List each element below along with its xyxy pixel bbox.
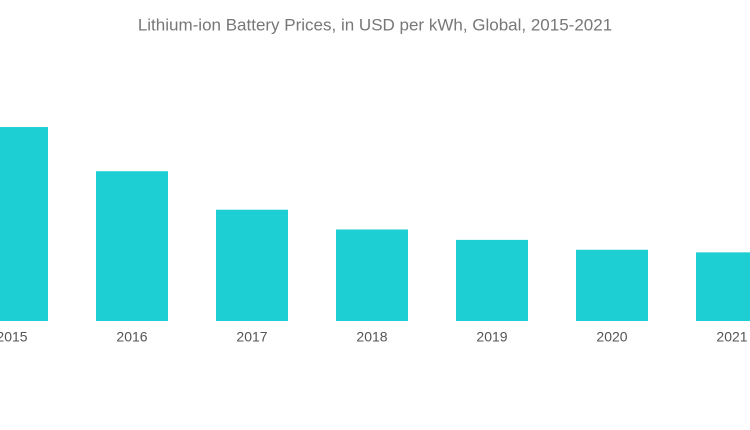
bar (96, 171, 168, 321)
bar (456, 239, 528, 321)
bar (336, 229, 408, 321)
x-tick-label: 2017 (236, 329, 267, 345)
x-tick-label: 2021 (716, 329, 747, 345)
bar (0, 127, 48, 321)
x-tick-label: 2016 (116, 329, 147, 345)
x-tick-label: 2018 (356, 329, 387, 345)
bar (216, 209, 288, 321)
x-tick-label: 2015 (0, 329, 28, 345)
bar (576, 249, 648, 321)
x-tick-label: 2020 (596, 329, 627, 345)
x-tick-label: 2019 (476, 329, 507, 345)
chart-title: Lithium-ion Battery Prices, in USD per k… (138, 15, 612, 34)
bar (696, 252, 750, 321)
